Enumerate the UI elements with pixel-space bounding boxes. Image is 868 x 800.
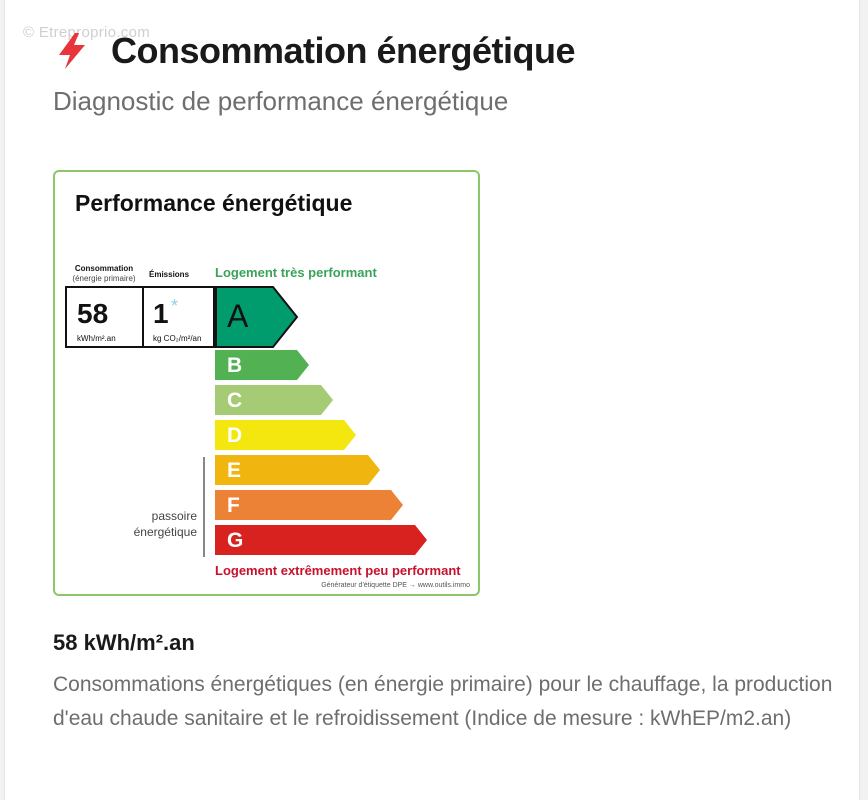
consumption-unit: kWh/m².an: [77, 334, 116, 343]
class-a-letter: A: [227, 298, 249, 334]
dpe-label: Performance énergétique Consommation (én…: [53, 170, 480, 596]
class-c-letter: C: [227, 389, 243, 412]
consumption-header: Consommation (énergie primaire): [65, 264, 143, 284]
class-bar-g: G: [215, 525, 427, 555]
class-d-letter: D: [227, 424, 243, 447]
class-e-letter: E: [227, 459, 242, 482]
energy-card: © Etreproprio.com Consommation énergétiq…: [4, 0, 860, 800]
dpe-label-title: Performance énergétique: [75, 190, 353, 216]
consumption-header-label: Consommation: [74, 264, 134, 273]
section-header: Consommation énergétique: [53, 30, 576, 72]
emissions-star: *: [171, 296, 179, 316]
bottom-scale-text: Logement extrêmement peu performant: [215, 563, 461, 578]
class-bar-f: F: [215, 490, 403, 520]
passoire-label: passoire énergétique: [103, 508, 197, 540]
section-title: Consommation énergétique: [111, 30, 576, 71]
class-bar-d: D: [215, 420, 356, 450]
class-bar-c: C: [215, 385, 333, 415]
generator-credit: Générateur d'étiquette DPE → www.outils.…: [321, 582, 470, 589]
passoire-line1: passoire: [151, 509, 197, 523]
emissions-value: 1: [153, 298, 169, 329]
top-scale-text: Logement très performant: [215, 265, 377, 280]
section-subtitle: Diagnostic de performance énergétique: [53, 86, 509, 116]
watermark: © Etreproprio.com: [23, 24, 151, 41]
consumption-subheader: (énergie primaire): [72, 274, 136, 283]
value-box: 58 kWh/m².an 1 * kg CO₂/m²/an: [65, 286, 215, 348]
class-bar-e: E: [215, 455, 380, 485]
emissions-unit: kg CO₂/m²/an: [153, 334, 202, 343]
class-bar-b: B: [215, 350, 309, 380]
class-g-letter: G: [227, 529, 244, 552]
passoire-line2: énergétique: [133, 525, 197, 539]
consumption-summary-value: 58 kWh/m².an: [53, 630, 195, 655]
passoire-divider: [203, 457, 205, 557]
value-separator: [142, 288, 144, 346]
consumption-value: 58: [77, 298, 109, 329]
lightning-bolt-icon: [59, 33, 85, 69]
consumption-description: Consommations énergétiques (en énergie p…: [53, 673, 833, 730]
class-b-letter: B: [227, 354, 243, 377]
emissions-header: Émissions: [149, 270, 190, 279]
class-f-letter: F: [227, 494, 240, 517]
class-bar-a: A: [215, 286, 299, 348]
